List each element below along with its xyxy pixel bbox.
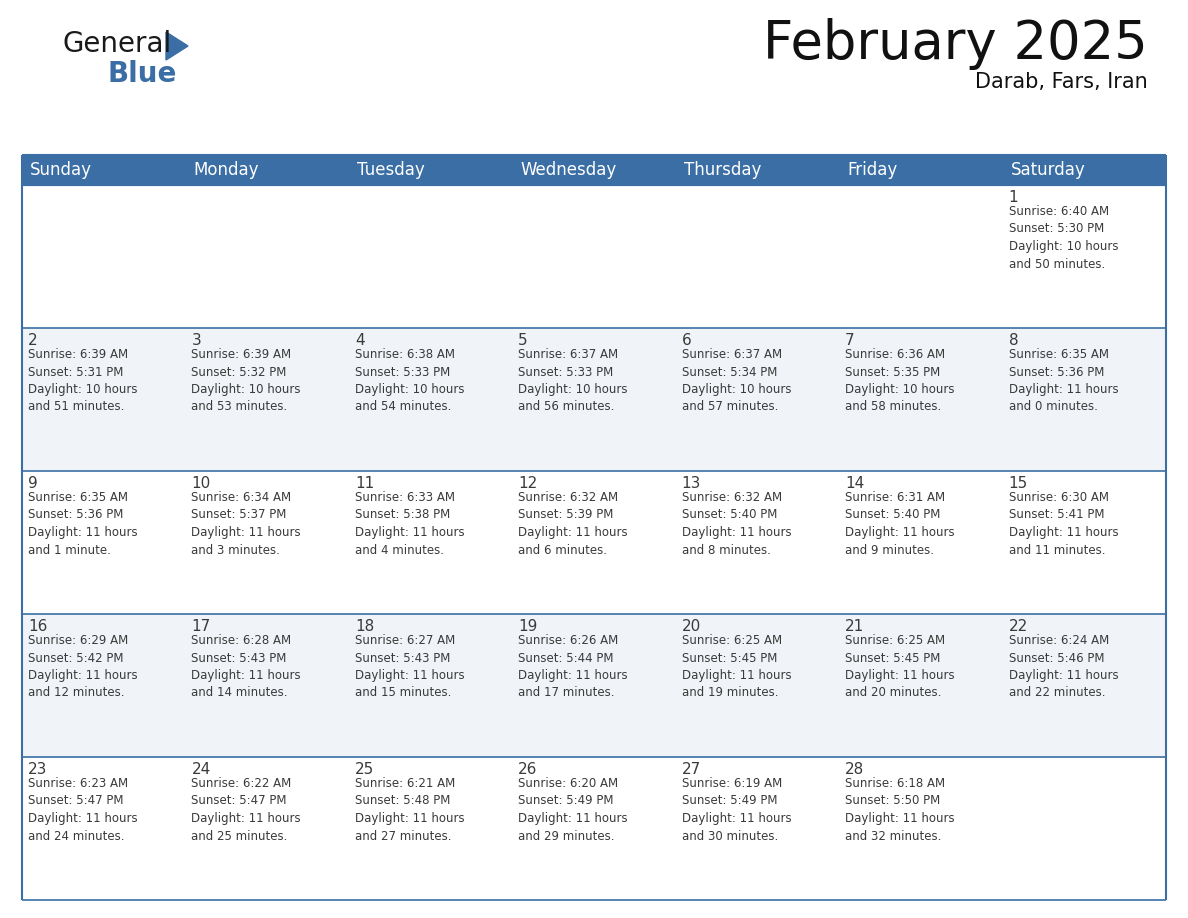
Text: 12: 12 xyxy=(518,476,537,491)
Text: 21: 21 xyxy=(845,619,865,634)
Text: 9: 9 xyxy=(29,476,38,491)
Bar xyxy=(23,185,1165,328)
Text: Sunrise: 6:33 AM
Sunset: 5:38 PM
Daylight: 11 hours
and 4 minutes.: Sunrise: 6:33 AM Sunset: 5:38 PM Dayligh… xyxy=(355,491,465,556)
Text: Sunrise: 6:18 AM
Sunset: 5:50 PM
Daylight: 11 hours
and 32 minutes.: Sunrise: 6:18 AM Sunset: 5:50 PM Dayligh… xyxy=(845,777,955,843)
Text: 27: 27 xyxy=(682,762,701,777)
Text: 15: 15 xyxy=(1009,476,1028,491)
Text: 17: 17 xyxy=(191,619,210,634)
Text: 3: 3 xyxy=(191,333,201,348)
Bar xyxy=(23,471,1165,614)
Text: 28: 28 xyxy=(845,762,865,777)
Text: 23: 23 xyxy=(29,762,48,777)
Text: Darab, Fars, Iran: Darab, Fars, Iran xyxy=(975,72,1148,92)
Text: Sunrise: 6:27 AM
Sunset: 5:43 PM
Daylight: 11 hours
and 15 minutes.: Sunrise: 6:27 AM Sunset: 5:43 PM Dayligh… xyxy=(355,634,465,700)
Text: Sunrise: 6:25 AM
Sunset: 5:45 PM
Daylight: 11 hours
and 20 minutes.: Sunrise: 6:25 AM Sunset: 5:45 PM Dayligh… xyxy=(845,634,955,700)
Text: 11: 11 xyxy=(355,476,374,491)
Text: 20: 20 xyxy=(682,619,701,634)
Text: 22: 22 xyxy=(1009,619,1028,634)
Text: 19: 19 xyxy=(518,619,538,634)
Text: Sunrise: 6:19 AM
Sunset: 5:49 PM
Daylight: 11 hours
and 30 minutes.: Sunrise: 6:19 AM Sunset: 5:49 PM Dayligh… xyxy=(682,777,791,843)
Text: Sunrise: 6:29 AM
Sunset: 5:42 PM
Daylight: 11 hours
and 12 minutes.: Sunrise: 6:29 AM Sunset: 5:42 PM Dayligh… xyxy=(29,634,138,700)
Text: 10: 10 xyxy=(191,476,210,491)
Text: Sunrise: 6:22 AM
Sunset: 5:47 PM
Daylight: 11 hours
and 25 minutes.: Sunrise: 6:22 AM Sunset: 5:47 PM Dayligh… xyxy=(191,777,301,843)
Text: 5: 5 xyxy=(518,333,527,348)
Text: Thursday: Thursday xyxy=(684,161,762,179)
Text: Sunrise: 6:39 AM
Sunset: 5:32 PM
Daylight: 10 hours
and 53 minutes.: Sunrise: 6:39 AM Sunset: 5:32 PM Dayligh… xyxy=(191,348,301,413)
Text: Blue: Blue xyxy=(108,60,177,88)
Text: Sunrise: 6:20 AM
Sunset: 5:49 PM
Daylight: 11 hours
and 29 minutes.: Sunrise: 6:20 AM Sunset: 5:49 PM Dayligh… xyxy=(518,777,628,843)
Text: 18: 18 xyxy=(355,619,374,634)
Text: Saturday: Saturday xyxy=(1011,161,1086,179)
Text: Friday: Friday xyxy=(847,161,897,179)
Bar xyxy=(23,155,1165,185)
Bar xyxy=(23,614,1165,757)
Text: Sunrise: 6:34 AM
Sunset: 5:37 PM
Daylight: 11 hours
and 3 minutes.: Sunrise: 6:34 AM Sunset: 5:37 PM Dayligh… xyxy=(191,491,301,556)
Text: Tuesday: Tuesday xyxy=(356,161,424,179)
Text: Sunrise: 6:35 AM
Sunset: 5:36 PM
Daylight: 11 hours
and 1 minute.: Sunrise: 6:35 AM Sunset: 5:36 PM Dayligh… xyxy=(29,491,138,556)
Text: Sunrise: 6:23 AM
Sunset: 5:47 PM
Daylight: 11 hours
and 24 minutes.: Sunrise: 6:23 AM Sunset: 5:47 PM Dayligh… xyxy=(29,777,138,843)
Bar xyxy=(23,757,1165,900)
Text: Sunrise: 6:32 AM
Sunset: 5:40 PM
Daylight: 11 hours
and 8 minutes.: Sunrise: 6:32 AM Sunset: 5:40 PM Dayligh… xyxy=(682,491,791,556)
Text: General: General xyxy=(62,30,171,58)
Text: Wednesday: Wednesday xyxy=(520,161,617,179)
Text: Monday: Monday xyxy=(194,161,259,179)
Text: 6: 6 xyxy=(682,333,691,348)
Text: Sunday: Sunday xyxy=(30,161,91,179)
Text: Sunrise: 6:39 AM
Sunset: 5:31 PM
Daylight: 10 hours
and 51 minutes.: Sunrise: 6:39 AM Sunset: 5:31 PM Dayligh… xyxy=(29,348,138,413)
Text: Sunrise: 6:24 AM
Sunset: 5:46 PM
Daylight: 11 hours
and 22 minutes.: Sunrise: 6:24 AM Sunset: 5:46 PM Dayligh… xyxy=(1009,634,1118,700)
Text: Sunrise: 6:21 AM
Sunset: 5:48 PM
Daylight: 11 hours
and 27 minutes.: Sunrise: 6:21 AM Sunset: 5:48 PM Dayligh… xyxy=(355,777,465,843)
Text: Sunrise: 6:35 AM
Sunset: 5:36 PM
Daylight: 11 hours
and 0 minutes.: Sunrise: 6:35 AM Sunset: 5:36 PM Dayligh… xyxy=(1009,348,1118,413)
Text: Sunrise: 6:32 AM
Sunset: 5:39 PM
Daylight: 11 hours
and 6 minutes.: Sunrise: 6:32 AM Sunset: 5:39 PM Dayligh… xyxy=(518,491,628,556)
Text: Sunrise: 6:37 AM
Sunset: 5:34 PM
Daylight: 10 hours
and 57 minutes.: Sunrise: 6:37 AM Sunset: 5:34 PM Dayligh… xyxy=(682,348,791,413)
Text: Sunrise: 6:40 AM
Sunset: 5:30 PM
Daylight: 10 hours
and 50 minutes.: Sunrise: 6:40 AM Sunset: 5:30 PM Dayligh… xyxy=(1009,205,1118,271)
Text: 16: 16 xyxy=(29,619,48,634)
Text: February 2025: February 2025 xyxy=(763,18,1148,70)
Text: 25: 25 xyxy=(355,762,374,777)
Text: Sunrise: 6:30 AM
Sunset: 5:41 PM
Daylight: 11 hours
and 11 minutes.: Sunrise: 6:30 AM Sunset: 5:41 PM Dayligh… xyxy=(1009,491,1118,556)
Text: 1: 1 xyxy=(1009,190,1018,205)
Text: 24: 24 xyxy=(191,762,210,777)
Text: Sunrise: 6:28 AM
Sunset: 5:43 PM
Daylight: 11 hours
and 14 minutes.: Sunrise: 6:28 AM Sunset: 5:43 PM Dayligh… xyxy=(191,634,301,700)
Text: Sunrise: 6:31 AM
Sunset: 5:40 PM
Daylight: 11 hours
and 9 minutes.: Sunrise: 6:31 AM Sunset: 5:40 PM Dayligh… xyxy=(845,491,955,556)
Text: 4: 4 xyxy=(355,333,365,348)
Text: Sunrise: 6:37 AM
Sunset: 5:33 PM
Daylight: 10 hours
and 56 minutes.: Sunrise: 6:37 AM Sunset: 5:33 PM Dayligh… xyxy=(518,348,627,413)
Text: Sunrise: 6:26 AM
Sunset: 5:44 PM
Daylight: 11 hours
and 17 minutes.: Sunrise: 6:26 AM Sunset: 5:44 PM Dayligh… xyxy=(518,634,628,700)
Text: 26: 26 xyxy=(518,762,538,777)
Text: Sunrise: 6:25 AM
Sunset: 5:45 PM
Daylight: 11 hours
and 19 minutes.: Sunrise: 6:25 AM Sunset: 5:45 PM Dayligh… xyxy=(682,634,791,700)
Text: Sunrise: 6:38 AM
Sunset: 5:33 PM
Daylight: 10 hours
and 54 minutes.: Sunrise: 6:38 AM Sunset: 5:33 PM Dayligh… xyxy=(355,348,465,413)
Text: 13: 13 xyxy=(682,476,701,491)
Bar xyxy=(23,328,1165,471)
Polygon shape xyxy=(166,32,188,60)
Text: 7: 7 xyxy=(845,333,855,348)
Text: Sunrise: 6:36 AM
Sunset: 5:35 PM
Daylight: 10 hours
and 58 minutes.: Sunrise: 6:36 AM Sunset: 5:35 PM Dayligh… xyxy=(845,348,955,413)
Text: 8: 8 xyxy=(1009,333,1018,348)
Text: 14: 14 xyxy=(845,476,865,491)
Text: 2: 2 xyxy=(29,333,38,348)
